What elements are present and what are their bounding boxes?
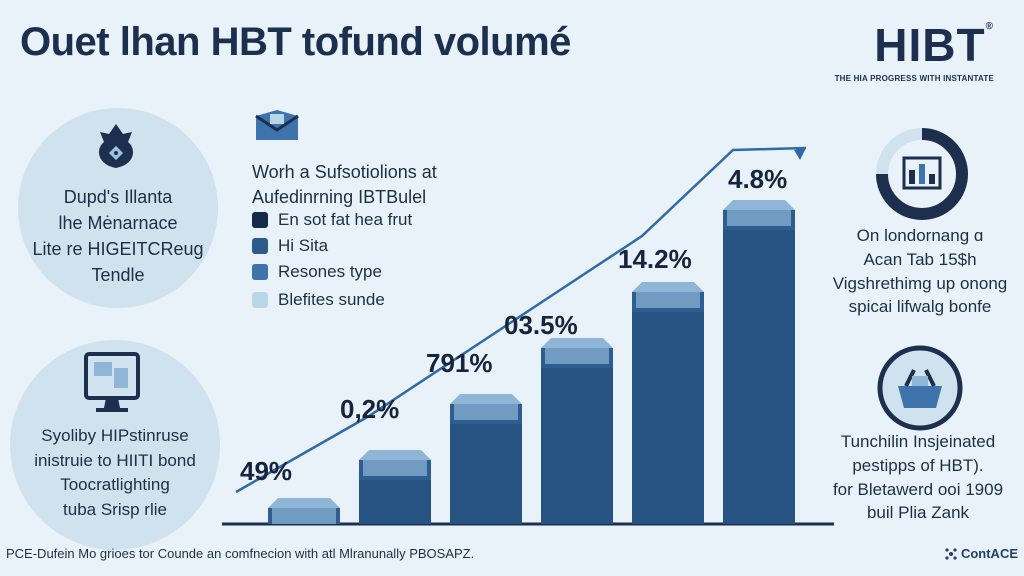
legend-item: Hi Sita: [252, 236, 328, 256]
data-label: 49%: [240, 456, 292, 486]
envelope-icon: [252, 108, 302, 147]
bar-cap: [636, 292, 700, 308]
bar-cap: [727, 210, 791, 226]
legend-swatch: [252, 264, 268, 280]
page-title: Ouet lhan HBT tofund volumé: [20, 20, 571, 64]
brand-logo: HIBT®: [874, 19, 994, 71]
bar-cap: [545, 348, 609, 364]
bar-shade: [450, 424, 522, 524]
bar-top: [268, 498, 340, 508]
right-bottom-text: Tunchilin Insjeinated pestipps of HBT). …: [832, 432, 1004, 523]
bar-top: [632, 282, 704, 292]
bar-shade: [359, 480, 431, 524]
bar-cap: [454, 404, 518, 420]
brand-block: HIBT® THE HIA PROGRESS WITH INSTANTATE: [834, 19, 994, 84]
legend-swatch: [252, 292, 268, 308]
contact-icon: [945, 547, 957, 560]
legend-item: Resones type: [252, 262, 382, 282]
legend-item: En sot fat hea frut: [252, 210, 412, 230]
bar-top: [541, 338, 613, 348]
legend-heading: Worh a Sufsotiolions at Aufedinrning IBT…: [252, 162, 437, 208]
data-label: 791%: [426, 348, 493, 378]
footer-note: PCE-Dufein Mo grioes tor Counde an comfn…: [6, 546, 475, 561]
bar-top: [723, 200, 795, 210]
data-label: 03.5%: [504, 310, 578, 340]
bar-shade: [541, 368, 613, 524]
brand-tagline: THE HIA PROGRESS WITH INSTANTATE: [834, 74, 994, 83]
data-label: 14.2%: [618, 244, 692, 274]
legend-swatch: [252, 212, 268, 228]
bar-cap: [363, 460, 427, 476]
left-bottom-text: Syoliby HIPstinruse inistruie to HIITI b…: [34, 426, 196, 519]
bar-shade: [723, 230, 795, 524]
contact-link[interactable]: ContACE: [945, 546, 1018, 561]
bar-top: [450, 394, 522, 404]
chart-monitor-icon: [874, 126, 970, 227]
gem-icon: [92, 120, 140, 177]
legend-item: Blefites sunde: [252, 290, 385, 310]
bar-shade: [632, 312, 704, 524]
data-label: 4.8%: [728, 164, 787, 194]
left-top-text: Dupd's Illanta lhe Mėnarnace Lite re HIG…: [32, 187, 204, 286]
right-top-text: On londornang ɑ Acan Tab 15$h Vigshrethi…: [832, 226, 1008, 317]
bar-cap: [272, 508, 336, 524]
basket-icon: [872, 340, 968, 441]
legend-swatch: [252, 238, 268, 254]
bar-top: [359, 450, 431, 460]
trend-arrowhead: [794, 148, 806, 160]
monitor-icon: [80, 348, 144, 423]
data-label: 0,2%: [340, 394, 399, 424]
trend-line: [235, 146, 807, 494]
